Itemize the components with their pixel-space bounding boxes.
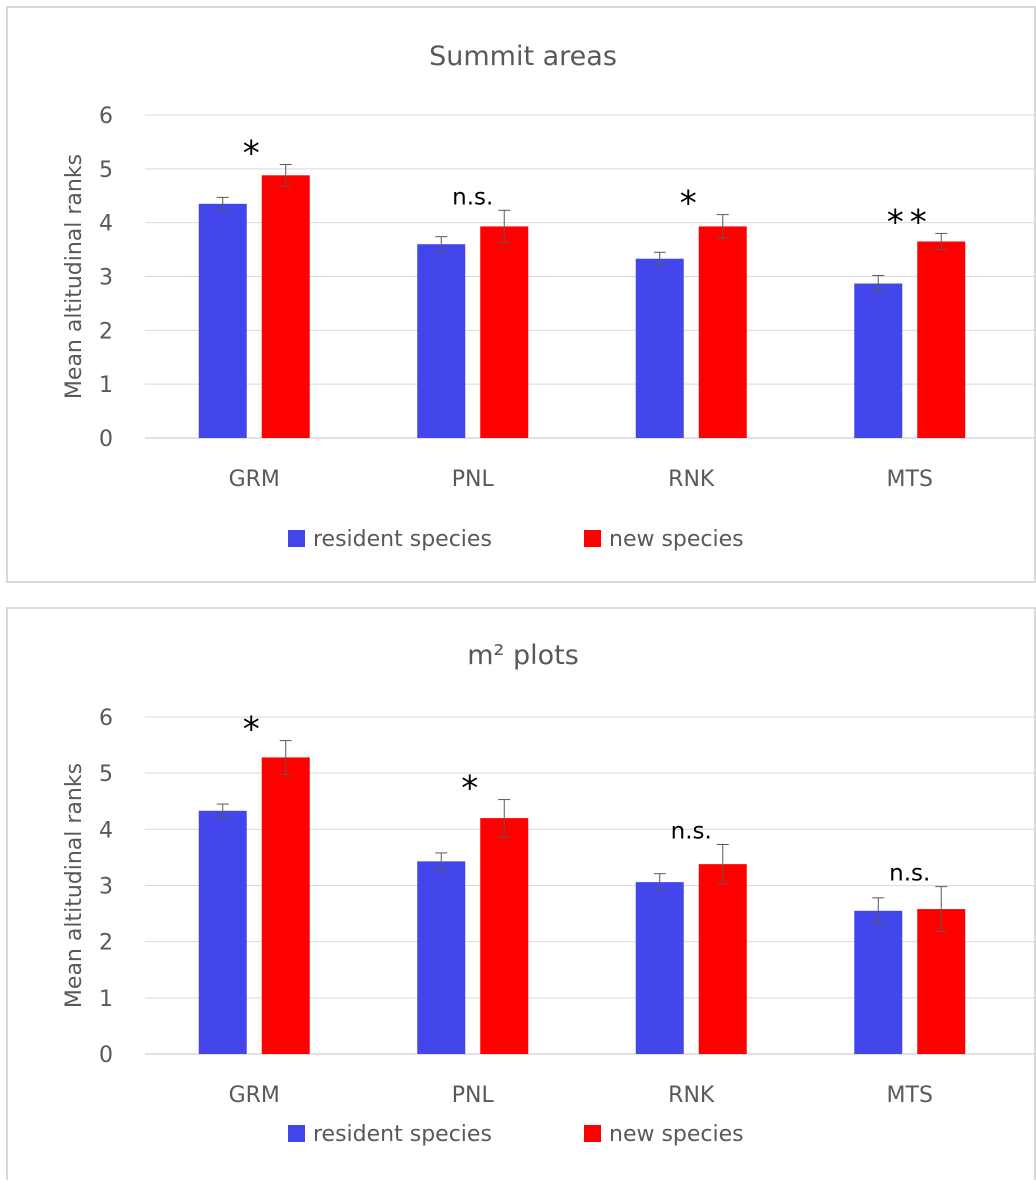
summit-areas-chart: Summit areas Mean altitudinal ranks 0 1 2 3 4 5… bbox=[6, 6, 1036, 583]
m2-plots-chart-svg: m² plots Mean altitudinal ranks 0 1 2 3 4 5 6 GRM… bbox=[62, 640, 1036, 1147]
y-tick-label: 0 bbox=[99, 1043, 113, 1068]
bar-resident-pnl bbox=[417, 861, 466, 1054]
legend-label-new: new species bbox=[609, 527, 744, 552]
y-tick-label: 2 bbox=[99, 931, 113, 956]
bar-new-pnl bbox=[480, 226, 529, 438]
y-tick-label: 3 bbox=[99, 266, 113, 291]
y-tick-label: 6 bbox=[99, 706, 113, 731]
bar-resident-pnl bbox=[417, 244, 466, 438]
significance-label: n.s. bbox=[671, 818, 712, 844]
bar-resident-mts bbox=[854, 283, 903, 438]
bar-new-mts bbox=[917, 241, 966, 438]
significance-label: ** bbox=[887, 202, 933, 242]
significance-label: n.s. bbox=[889, 861, 930, 887]
bar-resident-rnk bbox=[635, 882, 684, 1054]
bar-new-mts bbox=[917, 909, 966, 1054]
bar-resident-rnk bbox=[635, 258, 684, 438]
y-tick-label: 1 bbox=[99, 373, 113, 398]
y-tick-label: 4 bbox=[99, 212, 113, 237]
y-tick-label: 4 bbox=[99, 818, 113, 843]
summit-areas-chart-svg: Summit areas Mean altitudinal ranks 0 1 2 3 4 5… bbox=[62, 41, 1036, 552]
bar-resident-mts bbox=[854, 910, 903, 1054]
significance-label: * bbox=[461, 769, 484, 809]
legend-swatch-new bbox=[584, 1125, 601, 1142]
y-tick-label: 6 bbox=[99, 104, 113, 129]
y-tick-label: 5 bbox=[99, 158, 113, 183]
x-tick-label: MTS bbox=[887, 467, 933, 492]
m2-plots-chart: m² plots Mean altitudinal ranks 0 1 2 3 4 5 6 GRM… bbox=[6, 607, 1036, 1180]
chart-title: Summit areas bbox=[429, 41, 617, 72]
x-tick-label: GRM bbox=[229, 467, 280, 492]
bar-new-pnl bbox=[480, 818, 529, 1054]
legend-swatch-new bbox=[584, 530, 601, 547]
x-tick-label: RNK bbox=[668, 1083, 715, 1108]
bar-new-rnk bbox=[698, 226, 747, 438]
legend-swatch-resident bbox=[288, 1125, 305, 1142]
y-axis-label: Mean altitudinal ranks bbox=[62, 763, 87, 1008]
significance-label: * bbox=[243, 710, 266, 750]
x-tick-label: MTS bbox=[887, 1083, 933, 1108]
bar-new-rnk bbox=[698, 864, 747, 1054]
legend-swatch-resident bbox=[288, 530, 305, 547]
legend-label-new: new species bbox=[609, 1122, 744, 1147]
legend-label-resident: resident species bbox=[313, 1122, 492, 1147]
bar-resident-grm bbox=[198, 810, 247, 1054]
legend-label-resident: resident species bbox=[313, 527, 492, 552]
x-tick-label: RNK bbox=[668, 467, 715, 492]
bar-new-grm bbox=[261, 175, 310, 438]
y-tick-label: 3 bbox=[99, 875, 113, 900]
y-tick-label: 5 bbox=[99, 762, 113, 787]
y-tick-label: 0 bbox=[99, 427, 113, 452]
bar-new-grm bbox=[261, 757, 310, 1054]
y-tick-label: 1 bbox=[99, 987, 113, 1012]
bar-resident-grm bbox=[198, 203, 247, 438]
significance-label: * bbox=[243, 134, 266, 174]
y-axis-label: Mean altitudinal ranks bbox=[62, 154, 87, 399]
significance-label: * bbox=[680, 184, 703, 224]
significance-label: n.s. bbox=[452, 184, 493, 210]
chart-title: m² plots bbox=[467, 640, 579, 671]
x-tick-label: GRM bbox=[229, 1083, 280, 1108]
x-tick-label: PNL bbox=[452, 467, 495, 492]
x-tick-label: PNL bbox=[452, 1083, 495, 1108]
y-tick-label: 2 bbox=[99, 319, 113, 344]
